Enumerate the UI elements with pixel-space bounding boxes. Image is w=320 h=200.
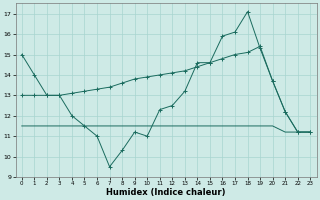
- X-axis label: Humidex (Indice chaleur): Humidex (Indice chaleur): [106, 188, 226, 197]
